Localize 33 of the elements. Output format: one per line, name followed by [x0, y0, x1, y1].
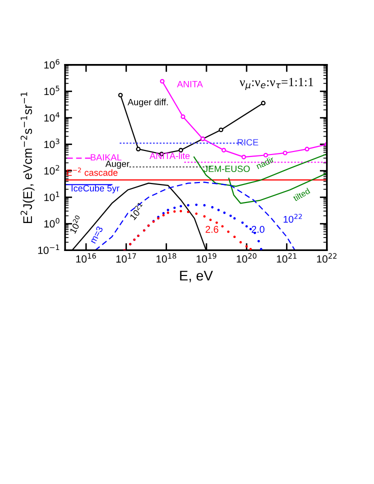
x-tick-label: 10$^{19}$ — [196, 253, 216, 263]
annotation: ANITA-lite — [150, 152, 190, 160]
annotation: JEM-EUSO — [204, 166, 250, 172]
annotation: 10$^{22}$ — [284, 214, 302, 223]
annotation: 10$^{21}$ — [128, 202, 146, 220]
x-axis-title: E, eV — [180, 270, 213, 282]
annotation: 10$^{20}$ — [68, 214, 84, 234]
y-tick-label: 10$^{1}$ — [44, 192, 60, 202]
x-tick-label: 10$^{20}$ — [236, 253, 256, 263]
annotation: 2.6 — [206, 226, 218, 233]
annotation: RICE — [238, 139, 258, 146]
annotation: BAIKAL — [90, 154, 122, 160]
x-tick-label: 10$^{22}$ — [317, 253, 336, 263]
y-tick-label: 10$^{0}$ — [44, 218, 60, 228]
y-tick-label: 10$^{−1}$ — [38, 244, 60, 254]
y-tick-label: 10$^{4}$ — [44, 112, 60, 122]
x-tick-label: 10$^{21}$ — [276, 253, 296, 263]
annotation: IceCube 5yr — [72, 184, 120, 194]
annotation: Auger — [105, 160, 130, 169]
y-tick-label: 10$^{3}$ — [44, 138, 60, 148]
y-tick-label: 10$^{2}$ — [44, 165, 60, 175]
x-tick-label: 10$^{17}$ — [116, 253, 136, 263]
y-tick-label: 10$^{5}$ — [44, 86, 60, 96]
y-axis-title: E$^{2}$J(E), eVcm$^{−2}$s$^{−1}$sr$^{−1}$ — [20, 92, 34, 224]
x-tick-label: 10$^{16}$ — [76, 253, 96, 263]
annotation: ANITA — [177, 81, 203, 88]
annotation: nadir — [256, 156, 275, 170]
annotation: ν$_{μ}$:ν$_{e}$:ν$_{τ}$=1:1:1 — [240, 78, 314, 90]
annotation: tilted — [292, 188, 310, 202]
x-tick-label: 10$^{18}$ — [156, 253, 176, 263]
y-tick-label: 10$^{6}$ — [44, 59, 60, 69]
annotation: Auger diff. — [128, 98, 168, 108]
annotation: m=3 — [90, 226, 104, 244]
